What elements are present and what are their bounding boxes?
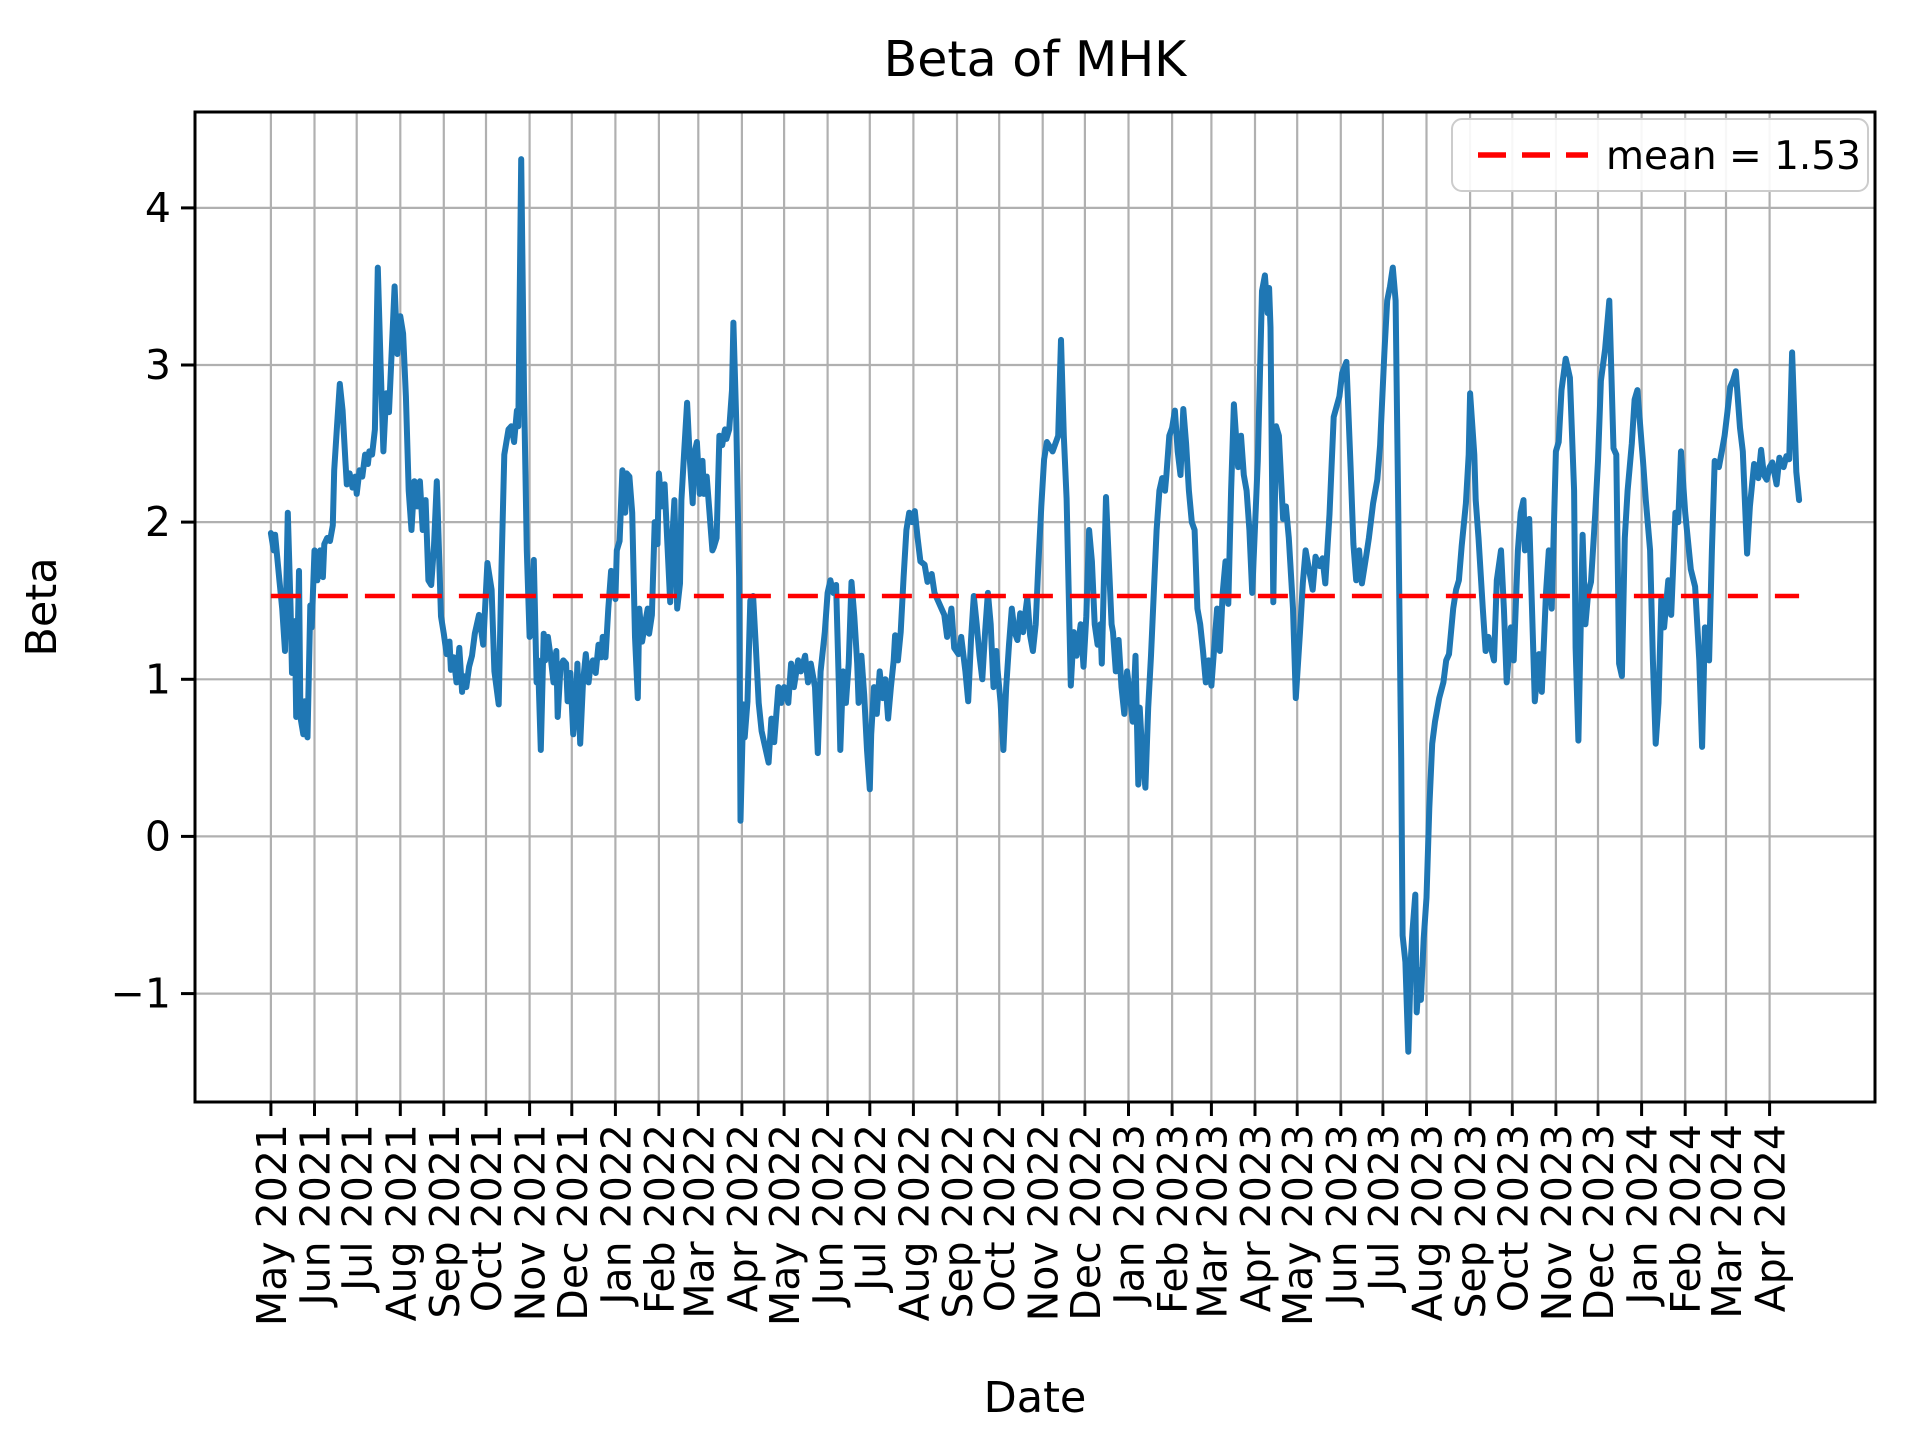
chart-title: Beta of MHK xyxy=(884,31,1189,88)
x-tick-label: Feb 2023 xyxy=(1149,1124,1197,1314)
x-tick-label: Jan 2024 xyxy=(1619,1124,1667,1308)
legend: mean = 1.53 xyxy=(1451,118,1869,192)
series-layer xyxy=(267,156,1803,1055)
x-tick-label: Jan 2022 xyxy=(592,1124,640,1308)
x-tick-label: Oct 2022 xyxy=(976,1124,1024,1312)
x-tick-label: Mar 2024 xyxy=(1703,1124,1751,1319)
x-tick-label: Feb 2024 xyxy=(1662,1124,1710,1314)
x-tick-label: Aug 2021 xyxy=(377,1124,425,1321)
x-tick-label: Dec 2023 xyxy=(1575,1124,1623,1321)
x-tick-label: Jul 2022 xyxy=(847,1124,895,1294)
y-tick-label: 2 xyxy=(145,498,171,546)
x-tick-label: May 2023 xyxy=(1274,1124,1322,1326)
x-tick-label: Jan 2023 xyxy=(1106,1124,1154,1308)
x-tick-label: Dec 2021 xyxy=(549,1124,597,1321)
x-tick-label: Sep 2021 xyxy=(421,1124,469,1319)
x-tick-label: Jun 2022 xyxy=(805,1124,853,1308)
x-tick-label: Apr 2024 xyxy=(1747,1124,1795,1312)
y-tick-label: 3 xyxy=(145,341,171,389)
plot-border xyxy=(193,110,1877,1104)
x-tick-label: Sep 2023 xyxy=(1447,1124,1495,1319)
x-tick-label: Jul 2021 xyxy=(334,1124,382,1294)
x-tick-label: Nov 2023 xyxy=(1533,1124,1581,1321)
x-tick-label: Mar 2023 xyxy=(1188,1124,1236,1319)
x-tick-label: Aug 2022 xyxy=(890,1124,938,1321)
x-tick-label: Mar 2022 xyxy=(675,1124,723,1319)
x-tick-label: May 2021 xyxy=(248,1124,296,1326)
y-axis-label: Beta xyxy=(17,557,67,656)
x-tick-label: Jun 2023 xyxy=(1318,1124,1366,1308)
beta-line xyxy=(267,156,1803,1055)
legend-label: mean = 1.53 xyxy=(1606,134,1861,179)
x-tick-label: Jun 2021 xyxy=(292,1124,340,1308)
x-tick-label: Sep 2022 xyxy=(934,1124,982,1319)
x-tick-label: May 2022 xyxy=(761,1124,809,1326)
x-tick-label: Jul 2023 xyxy=(1360,1124,1408,1294)
y-tick-label: 1 xyxy=(145,655,171,703)
x-tick-label: Oct 2021 xyxy=(463,1124,511,1312)
x-tick-label: Nov 2021 xyxy=(507,1124,555,1321)
y-tick-label: −1 xyxy=(111,970,171,1018)
y-tick-label: 4 xyxy=(145,184,171,232)
x-tick-label: Apr 2023 xyxy=(1232,1124,1280,1312)
y-tick-label: 0 xyxy=(145,812,171,860)
x-tick-label: Feb 2022 xyxy=(636,1124,684,1314)
x-tick-label: Dec 2022 xyxy=(1062,1124,1110,1321)
x-tick-label: Nov 2022 xyxy=(1020,1124,1068,1321)
x-tick-label: Aug 2023 xyxy=(1404,1124,1452,1321)
x-tick-label: Apr 2022 xyxy=(719,1124,767,1312)
x-axis-label: Date xyxy=(984,1373,1087,1423)
legend-box xyxy=(1451,118,1869,192)
x-tick-label: Oct 2023 xyxy=(1489,1124,1537,1312)
